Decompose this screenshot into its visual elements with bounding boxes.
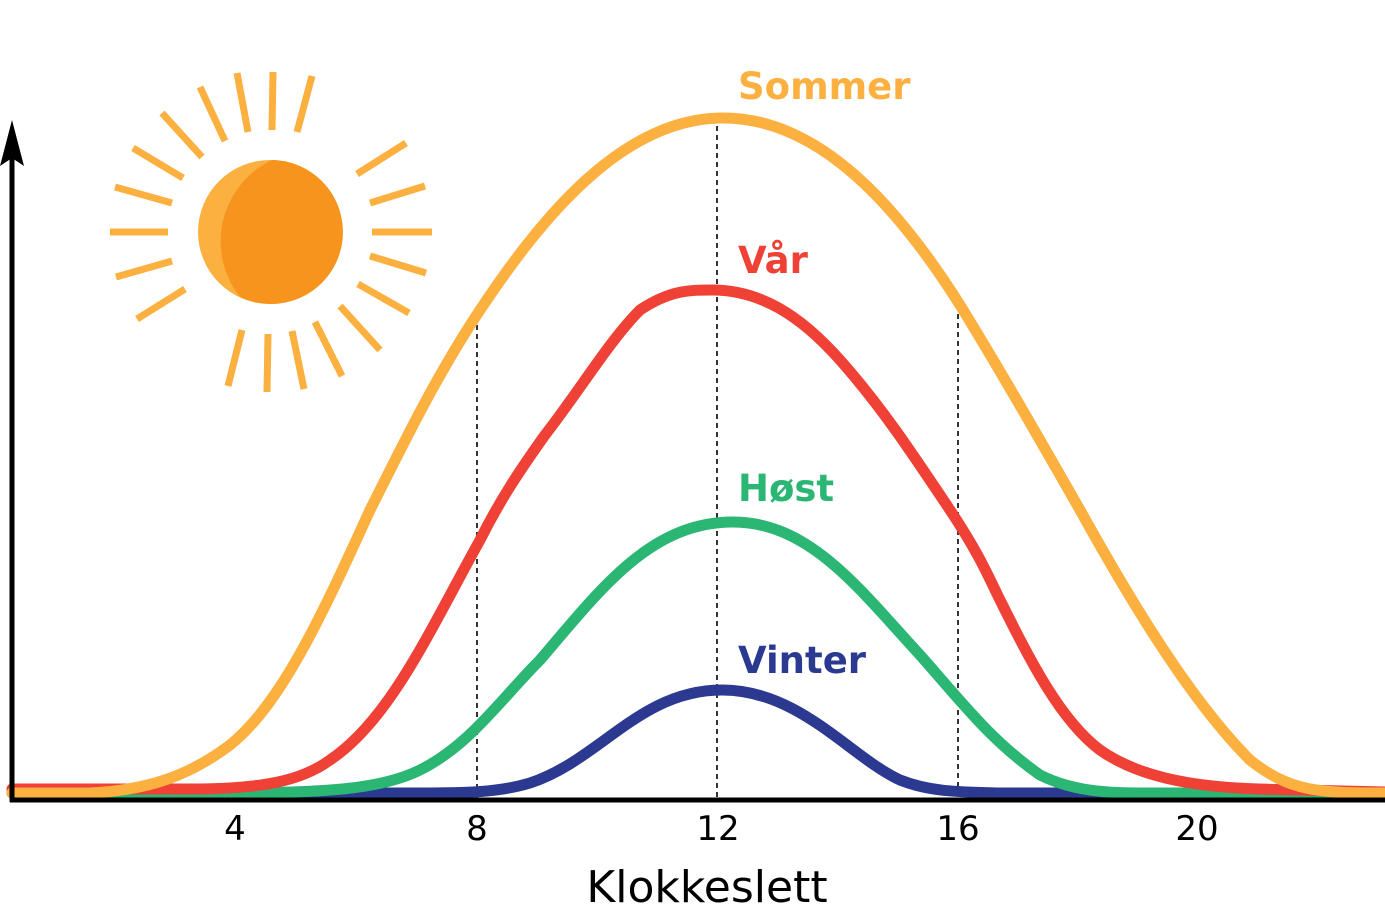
x-tick-12: 12 bbox=[696, 809, 740, 849]
reference-lines bbox=[476, 126, 959, 800]
series-host-line bbox=[6, 516, 1385, 799]
y-axis-arrow-icon bbox=[0, 120, 24, 166]
label-host: Høst bbox=[738, 467, 835, 510]
x-tick-16: 16 bbox=[936, 809, 980, 849]
x-axis-label: Klokkeslett bbox=[586, 862, 828, 913]
axes bbox=[0, 120, 1385, 803]
x-tick-4: 4 bbox=[224, 809, 246, 849]
sun-icon bbox=[110, 71, 432, 393]
series-var-line bbox=[6, 284, 1385, 798]
label-var: Vår bbox=[738, 239, 808, 282]
x-tick-8: 8 bbox=[466, 809, 488, 849]
series-sommer-line bbox=[6, 112, 1385, 799]
x-tick-20: 20 bbox=[1175, 809, 1219, 849]
label-vinter: Vinter bbox=[738, 639, 867, 682]
label-sommer: Sommer bbox=[738, 65, 911, 108]
series-vinter-line bbox=[6, 684, 1385, 799]
